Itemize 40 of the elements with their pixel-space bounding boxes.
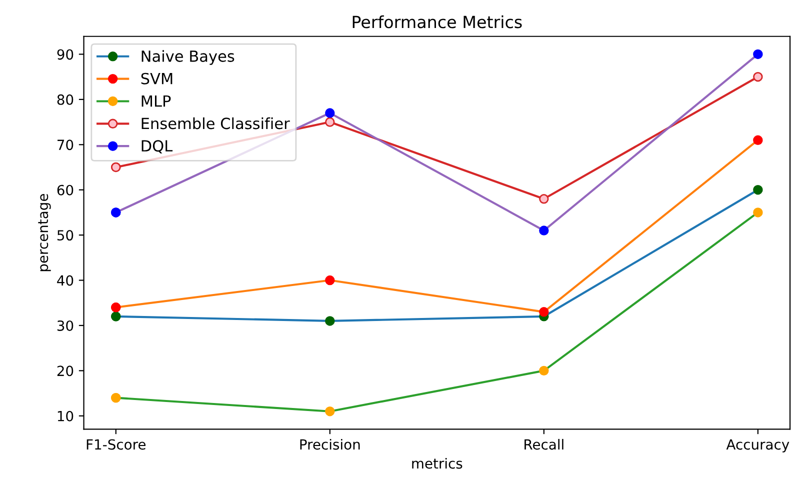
point — [753, 184, 763, 195]
y-axis-title: percentage — [38, 194, 51, 272]
legend-label: Naive Bayes — [142, 50, 234, 65]
y-tick-label: 30 — [57, 320, 74, 331]
point — [539, 307, 549, 317]
point — [325, 108, 335, 118]
point — [111, 162, 121, 172]
point — [325, 406, 335, 416]
legend-label: SVM — [141, 72, 172, 84]
chart-title: Performance Metrics — [352, 15, 522, 28]
point — [111, 302, 121, 312]
y-tick-label: 80 — [57, 94, 74, 105]
y-tick-label: 60 — [57, 184, 74, 196]
point — [753, 135, 763, 145]
point — [325, 316, 335, 326]
x-axis-title: metrics — [412, 458, 462, 469]
y-tick-label: 70 — [58, 140, 74, 150]
x-tick-label: F1-Score — [86, 439, 146, 450]
point — [325, 117, 335, 127]
legend-label: DQL — [142, 140, 173, 154]
point — [539, 366, 549, 376]
point — [539, 226, 549, 236]
legend-label: MLP — [142, 95, 171, 107]
point — [753, 72, 763, 82]
y-tick-label: 10 — [58, 410, 74, 422]
point — [325, 275, 335, 286]
x-tick-label: Recall — [524, 438, 564, 450]
y-tick-label: 90 — [57, 49, 74, 60]
point — [111, 392, 121, 403]
legend-label: Ensemble Classifier — [142, 117, 290, 130]
point — [539, 194, 549, 204]
x-tick-label: Precision — [300, 438, 360, 450]
point — [111, 208, 121, 218]
point — [753, 208, 763, 218]
point — [753, 49, 763, 60]
point — [111, 312, 121, 322]
x-tick-label: Accuracy — [726, 439, 790, 452]
y-tick-label: 40 — [57, 275, 74, 286]
y-tick-label: 20 — [57, 366, 74, 376]
y-tick-label: 50 — [57, 230, 74, 241]
